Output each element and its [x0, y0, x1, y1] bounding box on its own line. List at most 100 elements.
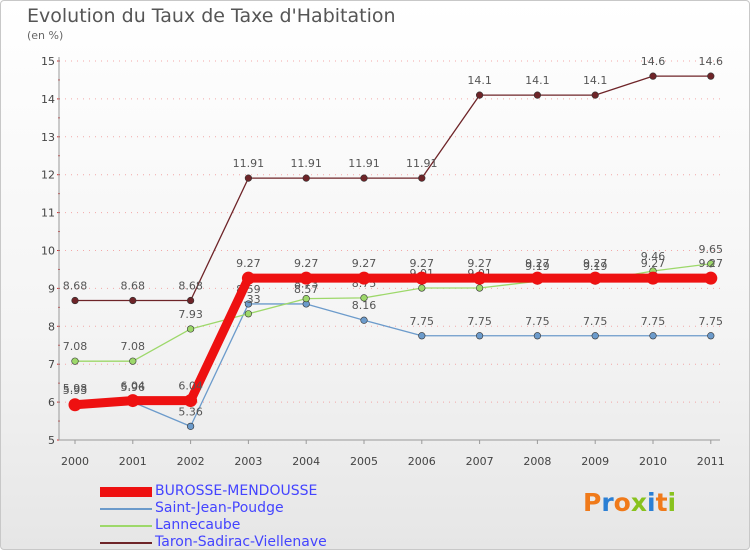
data-label: 7.75 — [525, 315, 550, 328]
data-label: 14.1 — [467, 74, 492, 87]
data-label: 5.96 — [121, 381, 146, 394]
data-point — [533, 332, 542, 340]
data-point — [476, 332, 484, 340]
data-point — [415, 271, 429, 285]
data-point — [244, 300, 252, 308]
data-point — [704, 271, 718, 285]
y-tick-label: 10 — [41, 245, 55, 258]
series-line-1 — [74, 303, 712, 428]
y-tick-label: 11 — [41, 207, 55, 220]
data-label: 7.75 — [699, 315, 724, 328]
x-tick-label: 2002 — [177, 455, 205, 468]
logo-letter: i — [667, 488, 677, 517]
data-label: 7.75 — [467, 315, 492, 328]
data-point — [302, 174, 310, 182]
data-label: 5.36 — [178, 405, 203, 418]
x-tick-label: 2007 — [466, 455, 494, 468]
data-point — [418, 332, 426, 340]
x-tick-label: 2003 — [234, 455, 262, 468]
legend-label: BUROSSE-MENDOUSSE — [155, 483, 318, 499]
data-label: 14.1 — [583, 74, 608, 87]
data-label: 14.6 — [699, 55, 724, 68]
data-point — [418, 174, 426, 182]
data-point — [360, 174, 368, 182]
chart-title: Evolution du Taux de Taxe d'Habitation — [27, 5, 396, 27]
data-label: 9.27 — [641, 257, 666, 270]
legend-label: Taron-Sadirac-Viellenave — [155, 534, 327, 550]
data-label: 11.91 — [233, 157, 265, 170]
chart-subtitle: (en %) — [27, 29, 64, 42]
data-point — [244, 174, 252, 182]
logo-letter: P — [583, 488, 602, 517]
data-point — [530, 271, 544, 285]
legend-swatch — [100, 542, 152, 544]
data-point — [244, 310, 252, 318]
data-label: 9.27 — [294, 257, 319, 270]
data-label: 14.1 — [525, 74, 550, 87]
logo-letter: t — [655, 488, 668, 517]
data-point — [299, 271, 313, 285]
data-point — [129, 296, 137, 305]
x-tick-label: 2001 — [119, 455, 147, 468]
y-tick-label: 6 — [48, 396, 55, 409]
x-tick-label: 2005 — [350, 455, 378, 468]
data-label: 6.04 — [178, 380, 203, 393]
data-point — [533, 91, 542, 99]
data-point — [302, 295, 310, 303]
data-point — [707, 332, 715, 340]
data-point — [187, 296, 195, 305]
x-tick-label: 2004 — [292, 455, 320, 468]
x-tick-label: 2009 — [581, 455, 609, 468]
data-point — [473, 271, 487, 285]
x-tick-label: 2006 — [408, 455, 436, 468]
data-label: 11.91 — [290, 157, 322, 170]
x-tick-label: 2011 — [697, 455, 725, 468]
y-tick-label: 5 — [48, 434, 55, 447]
data-point — [476, 91, 484, 99]
y-tick-label: 8 — [48, 320, 55, 333]
data-label: 9.65 — [699, 243, 724, 256]
data-label: 9.27 — [583, 257, 608, 270]
legend-label: Lannecaube — [155, 517, 241, 533]
data-label: 9.27 — [699, 257, 724, 270]
x-tick-label: 2000 — [61, 455, 89, 468]
data-point — [591, 91, 599, 99]
data-point — [68, 398, 82, 412]
data-point — [187, 422, 195, 430]
series-line-0 — [74, 75, 712, 302]
y-tick-label: 13 — [41, 131, 55, 144]
data-label: 6.04 — [121, 380, 146, 393]
data-label: 11.91 — [348, 157, 380, 170]
data-label: 5.93 — [63, 384, 88, 397]
y-tick-label: 9 — [48, 282, 55, 295]
data-label: 11.91 — [406, 157, 438, 170]
data-point — [476, 284, 484, 292]
data-label: 9.27 — [467, 257, 492, 270]
data-point — [129, 357, 137, 365]
data-label: 8.57 — [294, 283, 319, 296]
data-label: 14.6 — [641, 55, 666, 68]
data-label: 9.46 — [641, 250, 666, 263]
data-point — [418, 284, 426, 292]
data-point — [126, 394, 140, 408]
data-point — [241, 271, 255, 285]
data-point — [649, 72, 657, 80]
data-label: 5.98 — [63, 382, 88, 395]
data-label: 9.19 — [525, 260, 550, 273]
data-label: 7.75 — [410, 315, 435, 328]
logo-letter: r — [601, 488, 614, 517]
data-point — [591, 332, 599, 340]
y-tick-label: 15 — [41, 55, 55, 68]
legend-label: Saint-Jean-Poudge — [155, 500, 284, 516]
data-point — [71, 296, 79, 305]
data-label: 9.27 — [352, 257, 377, 270]
data-point — [71, 357, 79, 365]
data-label: 7.08 — [63, 340, 88, 353]
data-point — [360, 316, 368, 324]
data-label: 7.93 — [178, 308, 203, 321]
data-point — [184, 394, 198, 408]
y-tick-label: 14 — [41, 93, 55, 106]
logo-letter: x — [630, 488, 647, 517]
logo-letter: o — [613, 488, 631, 517]
